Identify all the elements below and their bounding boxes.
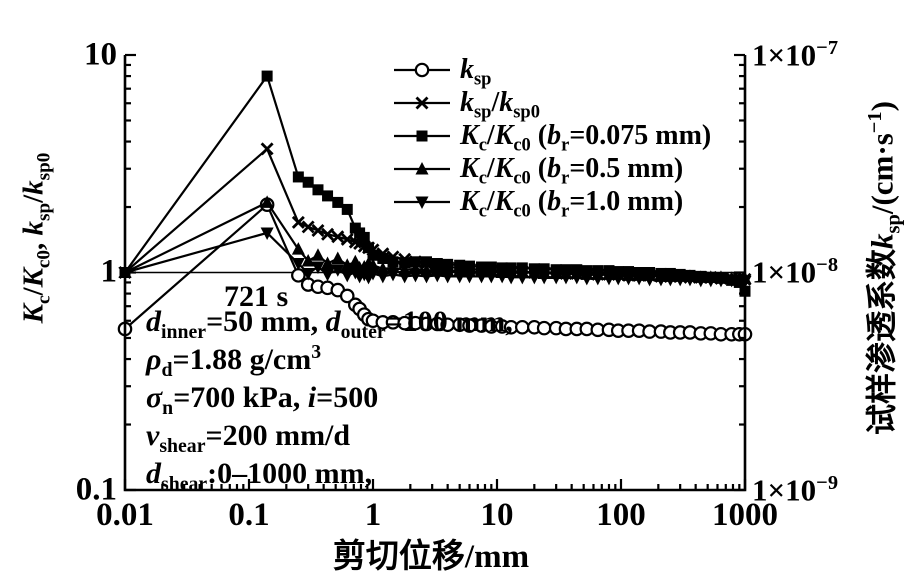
condition-line-displacement: dshear:0–1000 mm, [146, 457, 373, 495]
y-right-tick-1e-7: 1×10−7 [752, 37, 839, 73]
legend-item-kc-br-05: Kc/Kc0 (br=0.5 mm) [393, 152, 711, 188]
legend-item-ksp-ratio: ksp/ksp0 [393, 86, 711, 122]
x-axis-title: 剪切位移/mm [332, 539, 530, 575]
x-tick-100: 100 [596, 497, 646, 533]
legend-item-ksp: ksp [393, 53, 711, 89]
condition-line-diameters: dinner=50 mm, douter=100 mm, [146, 305, 513, 343]
legend-item-kc-br-0075: Kc/Kc0 (br=0.075 mm) [393, 119, 712, 155]
x-tick-0-01: 0.01 [96, 497, 154, 533]
y-right-tick-1e-9: 1×10−9 [752, 472, 839, 508]
legend-label: ksp [460, 53, 492, 89]
legend-marker-circle-open [394, 62, 450, 77]
legend-item-kc-br-10: Kc/Kc0 (br=1.0 mm) [393, 185, 711, 221]
condition-line-stress: σn=700 kPa, i=500 [146, 381, 379, 419]
legend-marker-triangle-up [394, 161, 450, 174]
y-left-axis-title: Kc/Kc0, ksp/ksp0 [17, 152, 55, 324]
legend-marker-x [394, 96, 450, 109]
condition-line-density: ρd=1.88 g/cm3 [146, 341, 322, 381]
legend-label: Kc/Kc0 (br=0.075 mm) [460, 119, 712, 155]
condition-line-shear-rate: vshear=200 mm/d [146, 419, 351, 457]
legend-label: Kc/Kc0 (br=1.0 mm) [460, 185, 684, 221]
time-annotation: 721 s [224, 280, 289, 313]
y-left-tick-1: 1 [100, 253, 118, 290]
y-left-tick-0-1: 0.1 [75, 471, 117, 508]
x-tick-1000: 1000 [712, 497, 778, 533]
legend-label: ksp/ksp0 [460, 86, 540, 122]
test-conditions: dinner=50 mm, douter=100 mm, ρd=1.88 g/c… [146, 303, 513, 495]
legend: ksp ksp/ksp0 Kc/Kc0 (br=0.075 mm) Kc/Kc0… [393, 53, 712, 221]
y-right-axis-title: 试样渗透系数ksp/(cm·s−1) [864, 101, 905, 435]
y-left-tick-10: 10 [84, 36, 117, 73]
legend-marker-triangle-down [394, 196, 450, 209]
x-tick-0-1: 0.1 [228, 497, 270, 533]
legend-marker-square [394, 130, 450, 141]
y-right-tick-1e-8: 1×10−8 [752, 254, 839, 290]
x-tick-10: 10 [480, 497, 514, 533]
x-tick-1: 1 [364, 497, 382, 533]
legend-label: Kc/Kc0 (br=0.5 mm) [460, 152, 684, 188]
